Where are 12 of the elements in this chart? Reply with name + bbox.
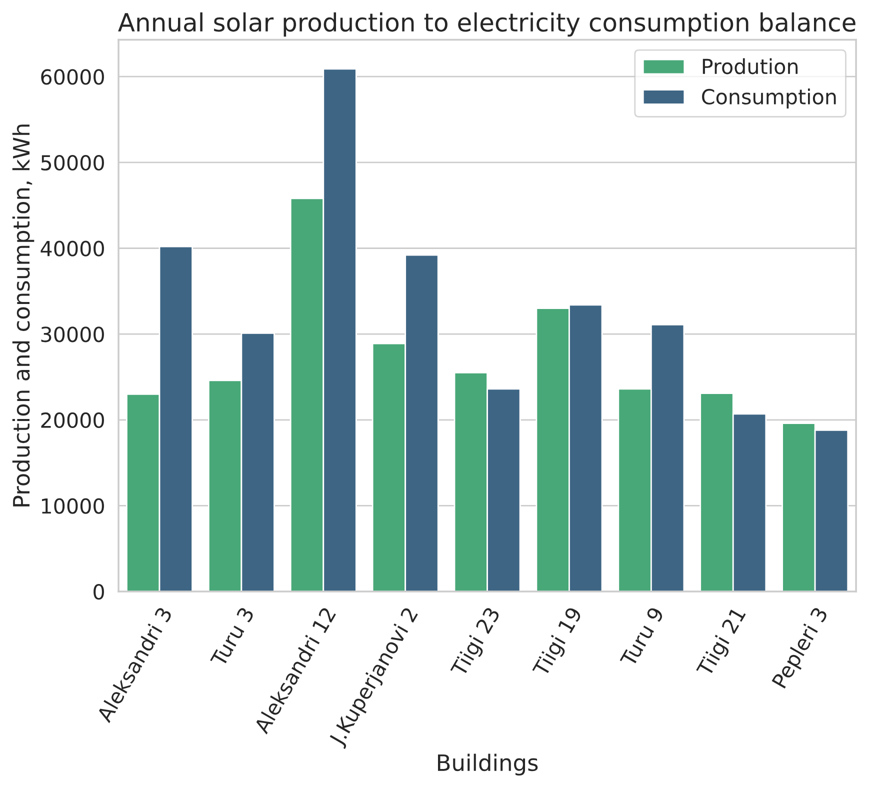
y-tick-label: 40000 [40,240,104,256]
y-tick-label: 10000 [42,498,104,514]
y-axis-title: Production and consumption, kWh [12,124,34,506]
x-axis-title: Buildings [438,754,538,776]
chart-title: Annual solar production to electricity consumption balance [118,12,856,37]
y-tick-label: 0 [94,584,104,600]
legend-label: Prodution [702,58,798,74]
y-tick-label: 60000 [41,69,104,85]
y-tick-label: 50000 [41,154,104,171]
y-tick-label: 20000 [41,412,104,428]
y-tick-label: 30000 [41,326,104,342]
legend-label: Consumption [702,88,836,108]
